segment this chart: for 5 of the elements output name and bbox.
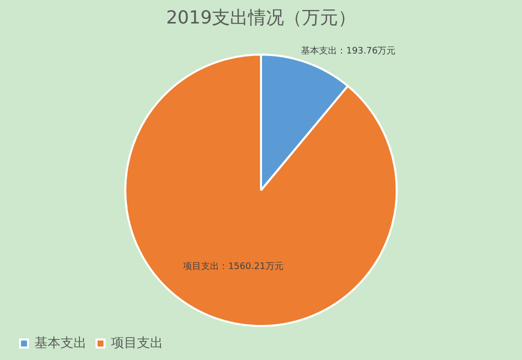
data-label: 项目支出：1560.21万元	[183, 261, 284, 272]
legend-label: 项目支出	[111, 336, 163, 351]
chart-title: 2019支出情况（万元）	[166, 7, 356, 28]
legend-label: 基本支出	[34, 336, 86, 351]
data-label: 基本支出：193.76万元	[301, 46, 396, 57]
